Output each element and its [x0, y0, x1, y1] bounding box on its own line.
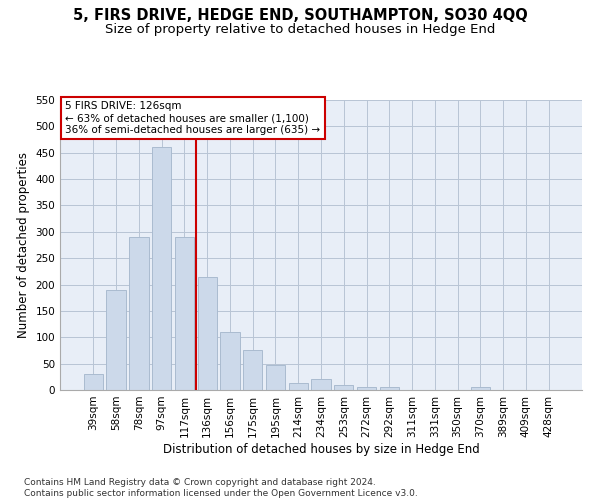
Bar	[289, 383, 308, 390]
Bar	[470, 388, 490, 390]
Bar	[220, 332, 239, 390]
Bar	[334, 384, 353, 390]
Bar	[380, 388, 399, 390]
Bar	[129, 237, 149, 390]
Bar	[84, 374, 103, 390]
Text: Size of property relative to detached houses in Hedge End: Size of property relative to detached ho…	[105, 22, 495, 36]
Text: 5 FIRS DRIVE: 126sqm
← 63% of detached houses are smaller (1,100)
36% of semi-de: 5 FIRS DRIVE: 126sqm ← 63% of detached h…	[65, 102, 320, 134]
Bar	[311, 380, 331, 390]
Bar	[152, 148, 172, 390]
Text: Distribution of detached houses by size in Hedge End: Distribution of detached houses by size …	[163, 442, 479, 456]
Bar	[197, 276, 217, 390]
Bar	[243, 350, 262, 390]
Text: Contains HM Land Registry data © Crown copyright and database right 2024.
Contai: Contains HM Land Registry data © Crown c…	[24, 478, 418, 498]
Bar	[357, 388, 376, 390]
Bar	[175, 237, 194, 390]
Bar	[106, 290, 126, 390]
Text: 5, FIRS DRIVE, HEDGE END, SOUTHAMPTON, SO30 4QQ: 5, FIRS DRIVE, HEDGE END, SOUTHAMPTON, S…	[73, 8, 527, 22]
Bar	[266, 365, 285, 390]
Y-axis label: Number of detached properties: Number of detached properties	[17, 152, 30, 338]
